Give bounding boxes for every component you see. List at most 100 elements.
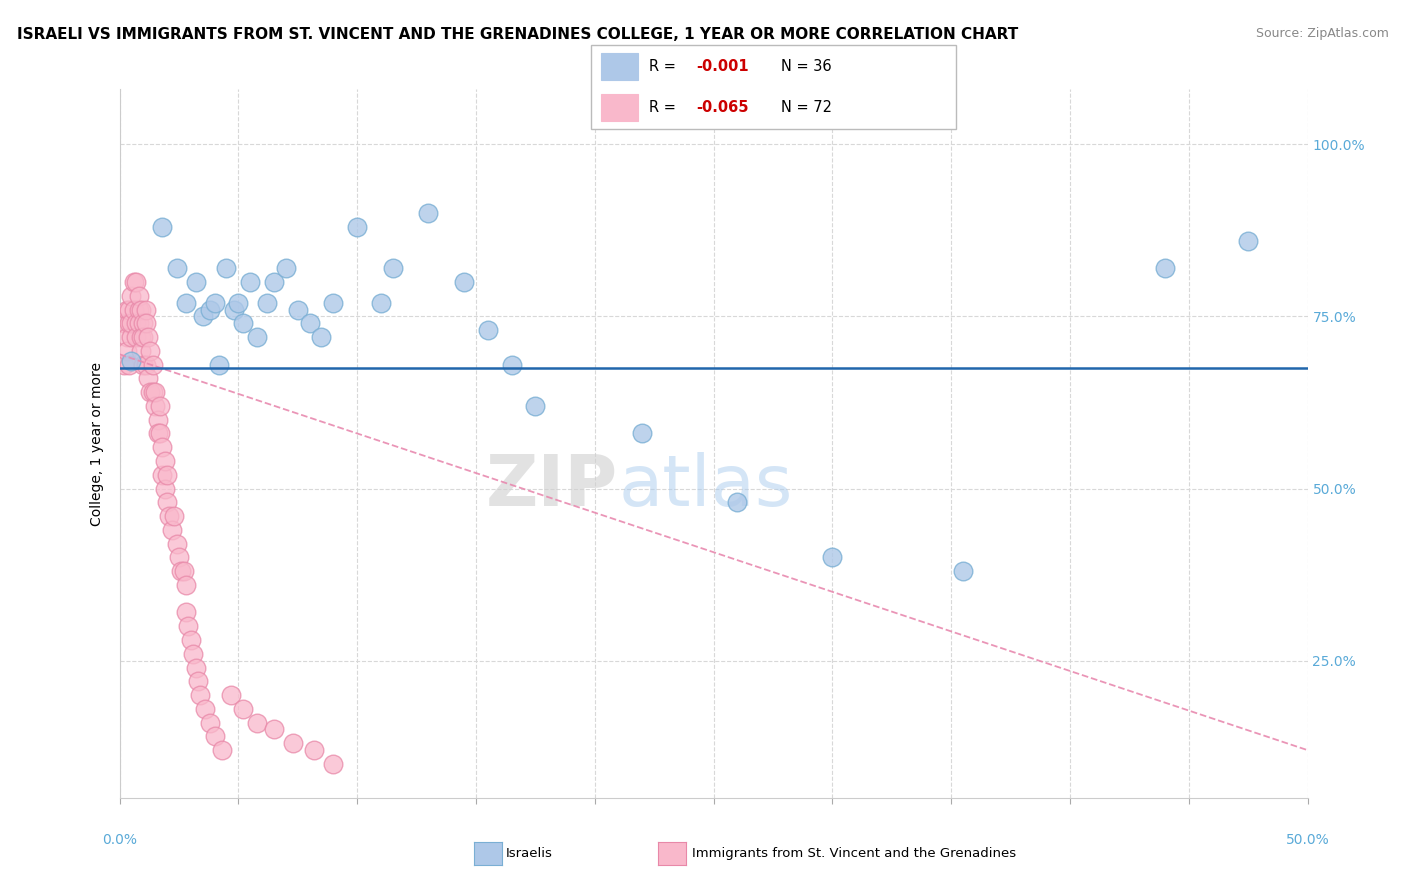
Point [129, 343, 152, 358]
Point [208, 358, 231, 372]
Point [136, 330, 159, 344]
FancyBboxPatch shape [591, 45, 956, 129]
Point [1237, 234, 1260, 248]
Point [453, 275, 475, 289]
Point [132, 330, 155, 344]
Text: 0.0%: 0.0% [103, 833, 136, 847]
Point [281, 736, 304, 750]
Point [135, 302, 157, 317]
Point [501, 358, 523, 372]
Point [153, 454, 176, 468]
Point [246, 330, 269, 344]
Point [142, 385, 165, 400]
Point [167, 550, 190, 565]
Point [135, 316, 157, 330]
Point [211, 743, 233, 757]
Point [129, 330, 152, 344]
Point [346, 219, 368, 234]
Text: -0.001: -0.001 [696, 59, 749, 74]
Point [215, 261, 238, 276]
Point [198, 715, 221, 730]
Point [150, 440, 173, 454]
Text: Israelis: Israelis [506, 847, 553, 860]
Point [128, 316, 150, 330]
Point [115, 330, 138, 344]
Point [631, 426, 654, 441]
Point [120, 354, 142, 368]
Point [204, 730, 226, 744]
Point [1154, 261, 1177, 276]
Text: R =: R = [650, 100, 681, 115]
Point [322, 295, 344, 310]
Point [821, 550, 844, 565]
Point [952, 564, 974, 578]
Text: -0.065: -0.065 [696, 100, 749, 115]
Point [170, 564, 193, 578]
Point [181, 647, 204, 661]
Point [198, 302, 221, 317]
Point [381, 261, 404, 276]
Point [142, 358, 165, 372]
Point [311, 330, 333, 344]
Point [418, 206, 440, 220]
Text: 50.0%: 50.0% [1285, 833, 1330, 847]
Point [232, 702, 254, 716]
Point [177, 619, 200, 633]
Y-axis label: College, 1 year or more: College, 1 year or more [90, 362, 104, 525]
Point [149, 399, 172, 413]
Point [118, 302, 141, 317]
Point [524, 399, 547, 413]
Point [184, 275, 207, 289]
Point [287, 302, 309, 317]
Point [125, 275, 148, 289]
Point [139, 385, 162, 400]
Point [163, 509, 186, 524]
Point [132, 316, 155, 330]
Point [239, 275, 262, 289]
Point [118, 358, 141, 372]
Point [120, 330, 142, 344]
Point [128, 289, 150, 303]
Point [228, 295, 250, 310]
Point [120, 316, 142, 330]
Point [184, 660, 207, 674]
Bar [602, 54, 638, 80]
Point [146, 426, 169, 441]
Point [256, 295, 278, 310]
Point [263, 275, 285, 289]
Point [174, 606, 197, 620]
Point [246, 715, 269, 730]
Point [122, 275, 145, 289]
Point [150, 467, 173, 482]
Point [132, 358, 155, 372]
Text: N = 72: N = 72 [780, 100, 831, 115]
Point [263, 723, 285, 737]
Point [115, 343, 138, 358]
Point [115, 302, 138, 317]
Text: Source: ZipAtlas.com: Source: ZipAtlas.com [1256, 27, 1389, 40]
Point [725, 495, 748, 509]
Point [174, 295, 197, 310]
Point [136, 371, 159, 385]
Point [139, 343, 162, 358]
Point [191, 310, 214, 324]
Point [128, 302, 150, 317]
Point [166, 261, 188, 276]
Point [166, 536, 188, 550]
Point [160, 523, 183, 537]
Point [187, 674, 209, 689]
Point [219, 688, 242, 702]
Point [370, 295, 392, 310]
Point [232, 316, 254, 330]
Point [129, 302, 152, 317]
Point [298, 316, 321, 330]
Point [153, 482, 176, 496]
Text: ISRAELI VS IMMIGRANTS FROM ST. VINCENT AND THE GRENADINES COLLEGE, 1 YEAR OR MOR: ISRAELI VS IMMIGRANTS FROM ST. VINCENT A… [17, 27, 1018, 42]
Point [304, 743, 326, 757]
Point [156, 495, 179, 509]
Text: N = 36: N = 36 [780, 59, 831, 74]
Point [118, 316, 141, 330]
Point [120, 289, 142, 303]
Point [222, 302, 245, 317]
Text: R =: R = [650, 59, 681, 74]
